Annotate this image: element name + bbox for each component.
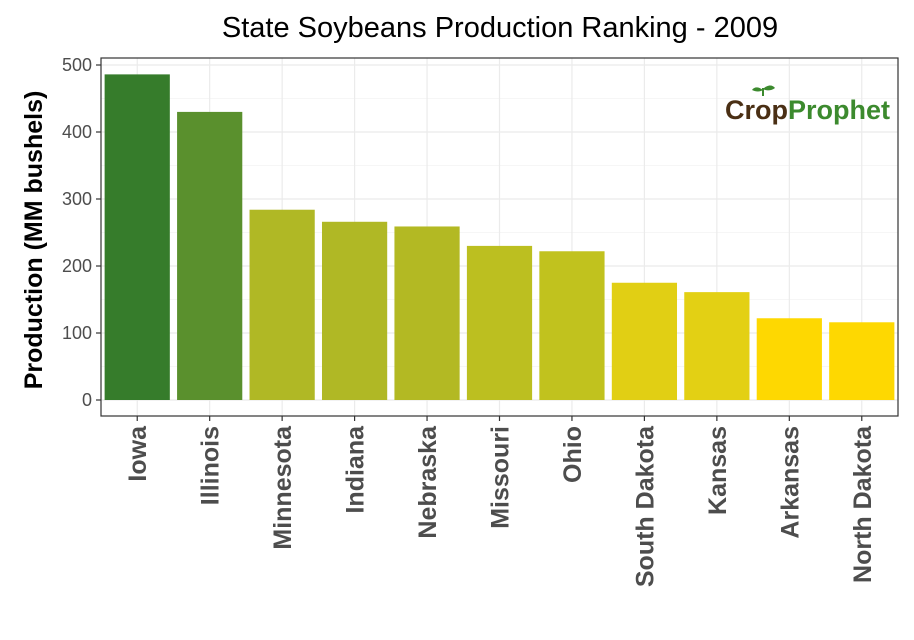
bars: [104, 74, 895, 401]
sprout-icon: [752, 85, 775, 96]
bar-indiana: [321, 221, 388, 400]
bar-nebraska: [394, 226, 460, 400]
y-tick-label: 0: [82, 390, 92, 410]
logo-text-crop: Crop: [725, 95, 788, 125]
x-tick-label: Indiana: [342, 425, 370, 514]
x-tick-label: Nebraska: [414, 425, 442, 539]
logo-text-prophet: Prophet: [788, 95, 890, 125]
bar-missouri: [466, 245, 533, 400]
x-tick-label: Minnesota: [269, 425, 297, 550]
y-tick-label: 400: [62, 122, 92, 142]
y-tick-label: 100: [62, 323, 92, 343]
x-tick-label: Iowa: [124, 425, 152, 482]
y-tick-label: 500: [62, 55, 92, 75]
bar-arkansas: [756, 318, 822, 400]
x-tick-label: North Dakota: [849, 425, 877, 583]
bar-minnesota: [249, 209, 315, 400]
bar-south-dakota: [611, 282, 678, 400]
y-tick-label: 200: [62, 256, 92, 276]
x-tick-label: Kansas: [704, 426, 732, 515]
bar-iowa: [104, 74, 170, 400]
x-tick-label: Arkansas: [776, 426, 804, 539]
y-tick-label: 300: [62, 189, 92, 209]
chart-title: State Soybeans Production Ranking - 2009: [222, 12, 778, 44]
x-tick-label: South Dakota: [631, 425, 659, 587]
y-axis-label: Production (MM bushels): [20, 91, 48, 390]
x-tick-label: Ohio: [559, 426, 587, 483]
x-axis: Iowa Illinois Minnesota Indiana Nebraska Miss…: [124, 416, 877, 587]
bar-ohio: [539, 251, 605, 400]
cropprophet-logo: CropProphet: [725, 85, 890, 125]
x-tick-label: Illinois: [197, 426, 225, 505]
bar-illinois: [177, 111, 243, 401]
y-axis: 0 100 200 300 400 500: [62, 55, 101, 410]
x-tick-label: Missouri: [487, 426, 515, 529]
bar-kansas: [684, 292, 750, 400]
bar-north-dakota: [829, 322, 895, 400]
svg-text:CropProphet: CropProphet: [725, 95, 890, 125]
